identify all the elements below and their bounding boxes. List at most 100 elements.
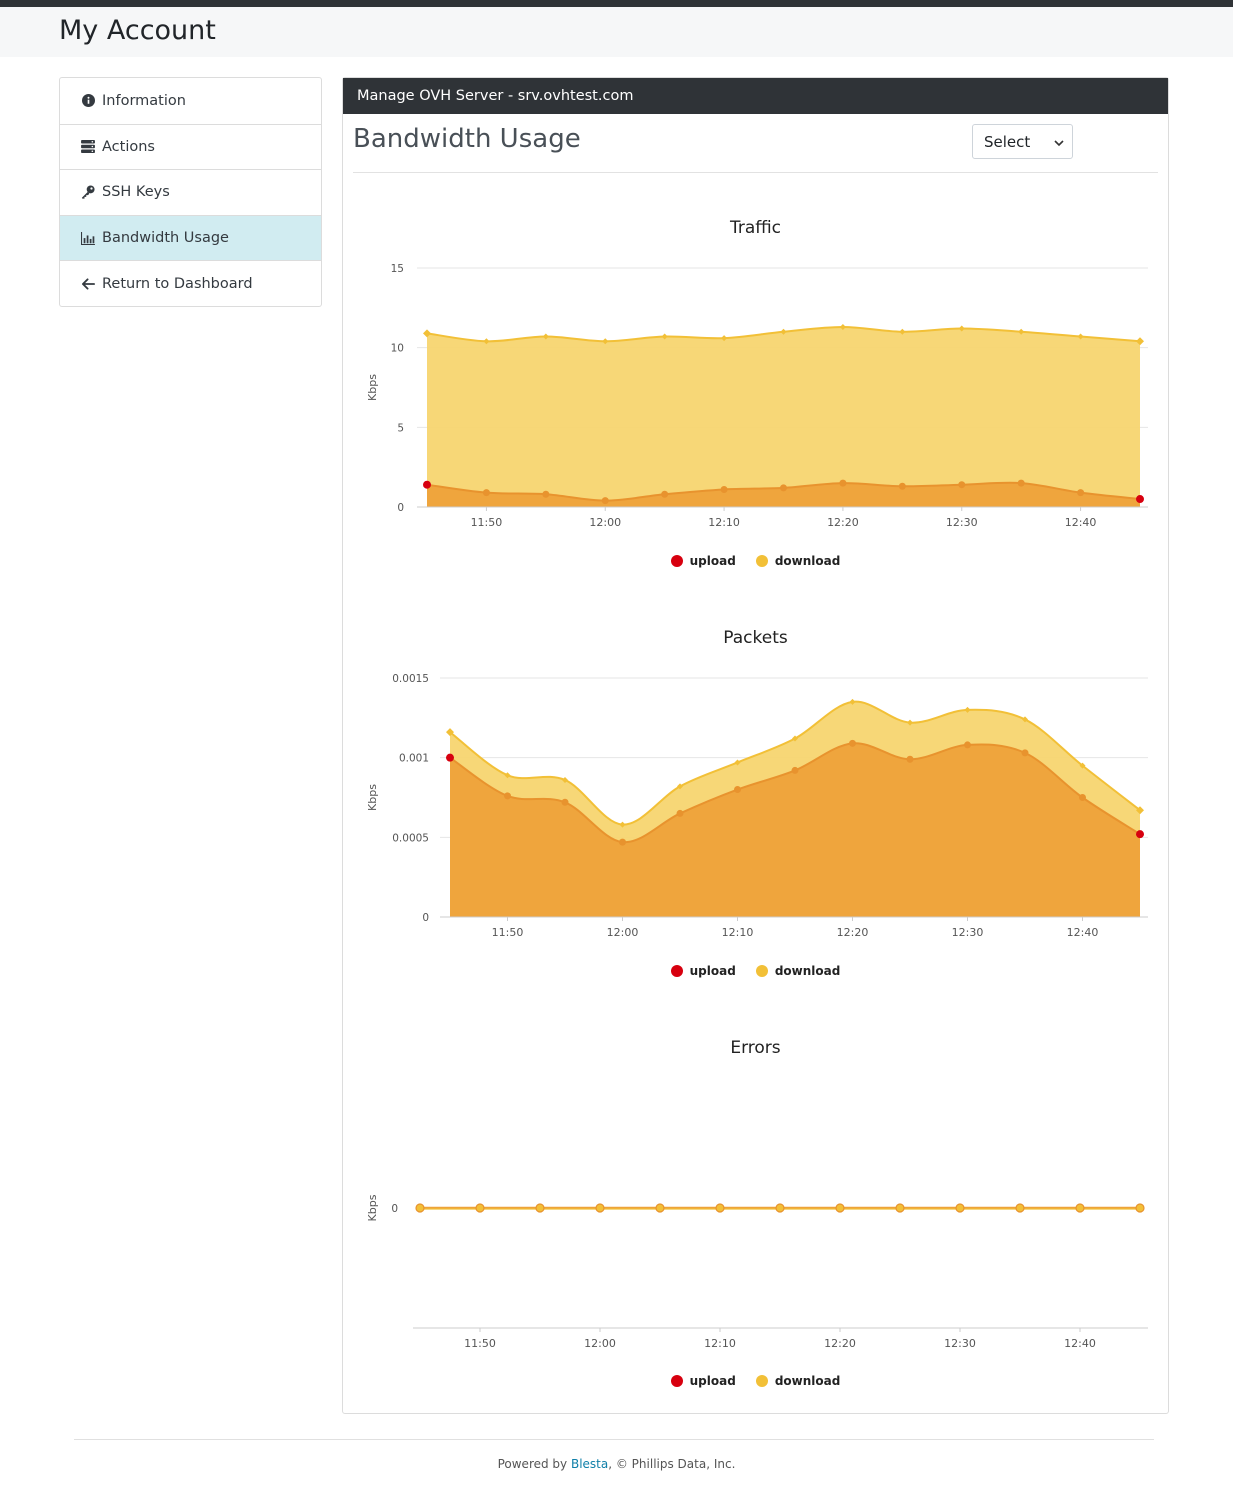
chart-title: Traffic bbox=[729, 218, 782, 238]
x-tick-label: 12:20 bbox=[824, 1337, 856, 1350]
y-tick-label: 10 bbox=[391, 343, 404, 355]
x-tick-label: 12:30 bbox=[952, 926, 984, 939]
upload-point bbox=[906, 755, 914, 763]
chart-legend: upload download bbox=[343, 554, 1168, 568]
download-point bbox=[1077, 333, 1084, 340]
x-tick-label: 12:00 bbox=[607, 926, 639, 939]
download-point bbox=[483, 338, 490, 345]
download-point bbox=[423, 329, 431, 338]
upload-point bbox=[720, 485, 728, 493]
period-select[interactable]: Select bbox=[972, 124, 1073, 159]
panel-header: Manage OVH Server - srv.ovhtest.com bbox=[343, 78, 1168, 114]
blesta-link[interactable]: Blesta bbox=[570, 1457, 609, 1471]
upload-point bbox=[504, 792, 511, 800]
upload-point bbox=[542, 490, 550, 498]
sidebar-nav: Information Actions SSH Keys Bandwidth U… bbox=[59, 77, 322, 307]
server-icon bbox=[81, 140, 95, 154]
download-point bbox=[792, 735, 798, 742]
legend-dot bbox=[755, 965, 768, 977]
upload-point bbox=[849, 739, 856, 747]
data-point bbox=[415, 1203, 425, 1213]
upload-point bbox=[839, 479, 847, 487]
y-tick-label: 5 bbox=[397, 422, 404, 434]
legend-dot bbox=[670, 965, 683, 977]
footer-suffix: , © Phillips Data, Inc. bbox=[608, 1457, 736, 1471]
download-point bbox=[849, 698, 856, 705]
download-point bbox=[446, 728, 454, 737]
download-point bbox=[734, 759, 741, 766]
legend-dot bbox=[670, 555, 683, 567]
legend-dot bbox=[755, 555, 768, 567]
data-point bbox=[595, 1203, 605, 1213]
sidebar-item-return-to-dashboard[interactable]: Return to Dashboard bbox=[60, 260, 321, 306]
upload-point bbox=[619, 838, 626, 846]
upload-point bbox=[676, 809, 684, 817]
data-point bbox=[475, 1203, 485, 1213]
upload-point bbox=[791, 766, 799, 774]
x-tick-label: 11:50 bbox=[471, 516, 503, 529]
top-bar bbox=[0, 0, 1233, 7]
download-point bbox=[542, 333, 549, 340]
manage-server-panel: Manage OVH Server - srv.ovhtest.com Band… bbox=[342, 77, 1169, 1414]
sidebar-item-information[interactable]: Information bbox=[60, 78, 321, 124]
sidebar-item-actions[interactable]: Actions bbox=[60, 123, 321, 170]
sidebar-item-bandwidth-usage[interactable]: Bandwidth Usage bbox=[60, 214, 321, 261]
legend-item-download[interactable]: download bbox=[755, 964, 841, 978]
upload-point bbox=[1079, 794, 1086, 801]
sidebar-item-label: Bandwidth Usage bbox=[102, 230, 229, 247]
upload-point bbox=[1136, 830, 1144, 839]
x-tick-label: 12:20 bbox=[827, 516, 859, 529]
upload-point bbox=[661, 490, 669, 498]
legend-item-upload[interactable]: upload bbox=[670, 1374, 736, 1388]
y-tick-label: 0.001 bbox=[399, 753, 429, 765]
download-point bbox=[964, 706, 971, 713]
upload-point bbox=[601, 497, 609, 505]
traffic-chart: Traffic 0 5 10 15 Kbps 11:50 12:00 12:10 12:20 12:… bbox=[343, 218, 1168, 618]
y-tick-label: 0.0015 bbox=[392, 673, 429, 685]
upload-point bbox=[898, 482, 906, 490]
legend-label: download bbox=[774, 1374, 841, 1388]
section-title: Bandwidth Usage bbox=[353, 124, 581, 154]
chart-title: Packets bbox=[723, 628, 788, 648]
chart-title: Errors bbox=[730, 1038, 781, 1058]
footer-divider bbox=[74, 1439, 1154, 1440]
sidebar-item-label: Information bbox=[102, 92, 186, 109]
legend-item-download[interactable]: download bbox=[755, 554, 841, 568]
download-point bbox=[907, 719, 913, 726]
download-point bbox=[899, 328, 906, 335]
upload-point bbox=[1136, 495, 1144, 504]
x-tick-label: 12:40 bbox=[1064, 1337, 1096, 1350]
chart-plot-svg: 0 Kbps 11:50 12:00 12:10 12:20 12:30 12:40 bbox=[366, 1194, 1148, 1350]
download-area bbox=[427, 326, 1140, 507]
legend-item-upload[interactable]: upload bbox=[670, 554, 736, 568]
download-point bbox=[504, 772, 511, 779]
download-point bbox=[1022, 716, 1028, 723]
upload-point bbox=[964, 741, 971, 749]
download-point bbox=[1136, 806, 1144, 815]
upload-point bbox=[446, 753, 454, 762]
legend-label: download bbox=[774, 964, 841, 978]
download-point bbox=[1136, 337, 1144, 346]
sidebar-item-ssh-keys[interactable]: SSH Keys bbox=[60, 169, 321, 215]
upload-point bbox=[780, 484, 787, 492]
page-header: My Account bbox=[0, 7, 1233, 57]
upload-point bbox=[482, 489, 490, 497]
chart-plot-svg: 0 0.0005 0.001 0.0015 Kbps 11:50 12:00 12:10 12:… bbox=[366, 673, 1148, 939]
data-point bbox=[835, 1203, 845, 1213]
key-icon bbox=[81, 185, 95, 200]
y-tick-label: 0.0005 bbox=[392, 832, 429, 844]
x-tick-label: 12:30 bbox=[944, 1337, 976, 1350]
upload-point bbox=[423, 480, 431, 489]
legend-item-upload[interactable]: upload bbox=[670, 964, 736, 978]
data-point bbox=[1015, 1203, 1025, 1213]
download-point bbox=[602, 338, 609, 345]
upload-point bbox=[1077, 489, 1085, 497]
section-divider bbox=[353, 172, 1158, 173]
footer: Powered by Blesta, © Phillips Data, Inc. bbox=[0, 1457, 1233, 1471]
chart-legend: upload download bbox=[343, 964, 1168, 978]
data-point bbox=[955, 1203, 965, 1213]
legend-label: download bbox=[774, 554, 841, 568]
x-tick-label: 12:40 bbox=[1065, 516, 1097, 529]
data-point bbox=[715, 1203, 725, 1213]
legend-item-download[interactable]: download bbox=[755, 1374, 841, 1388]
